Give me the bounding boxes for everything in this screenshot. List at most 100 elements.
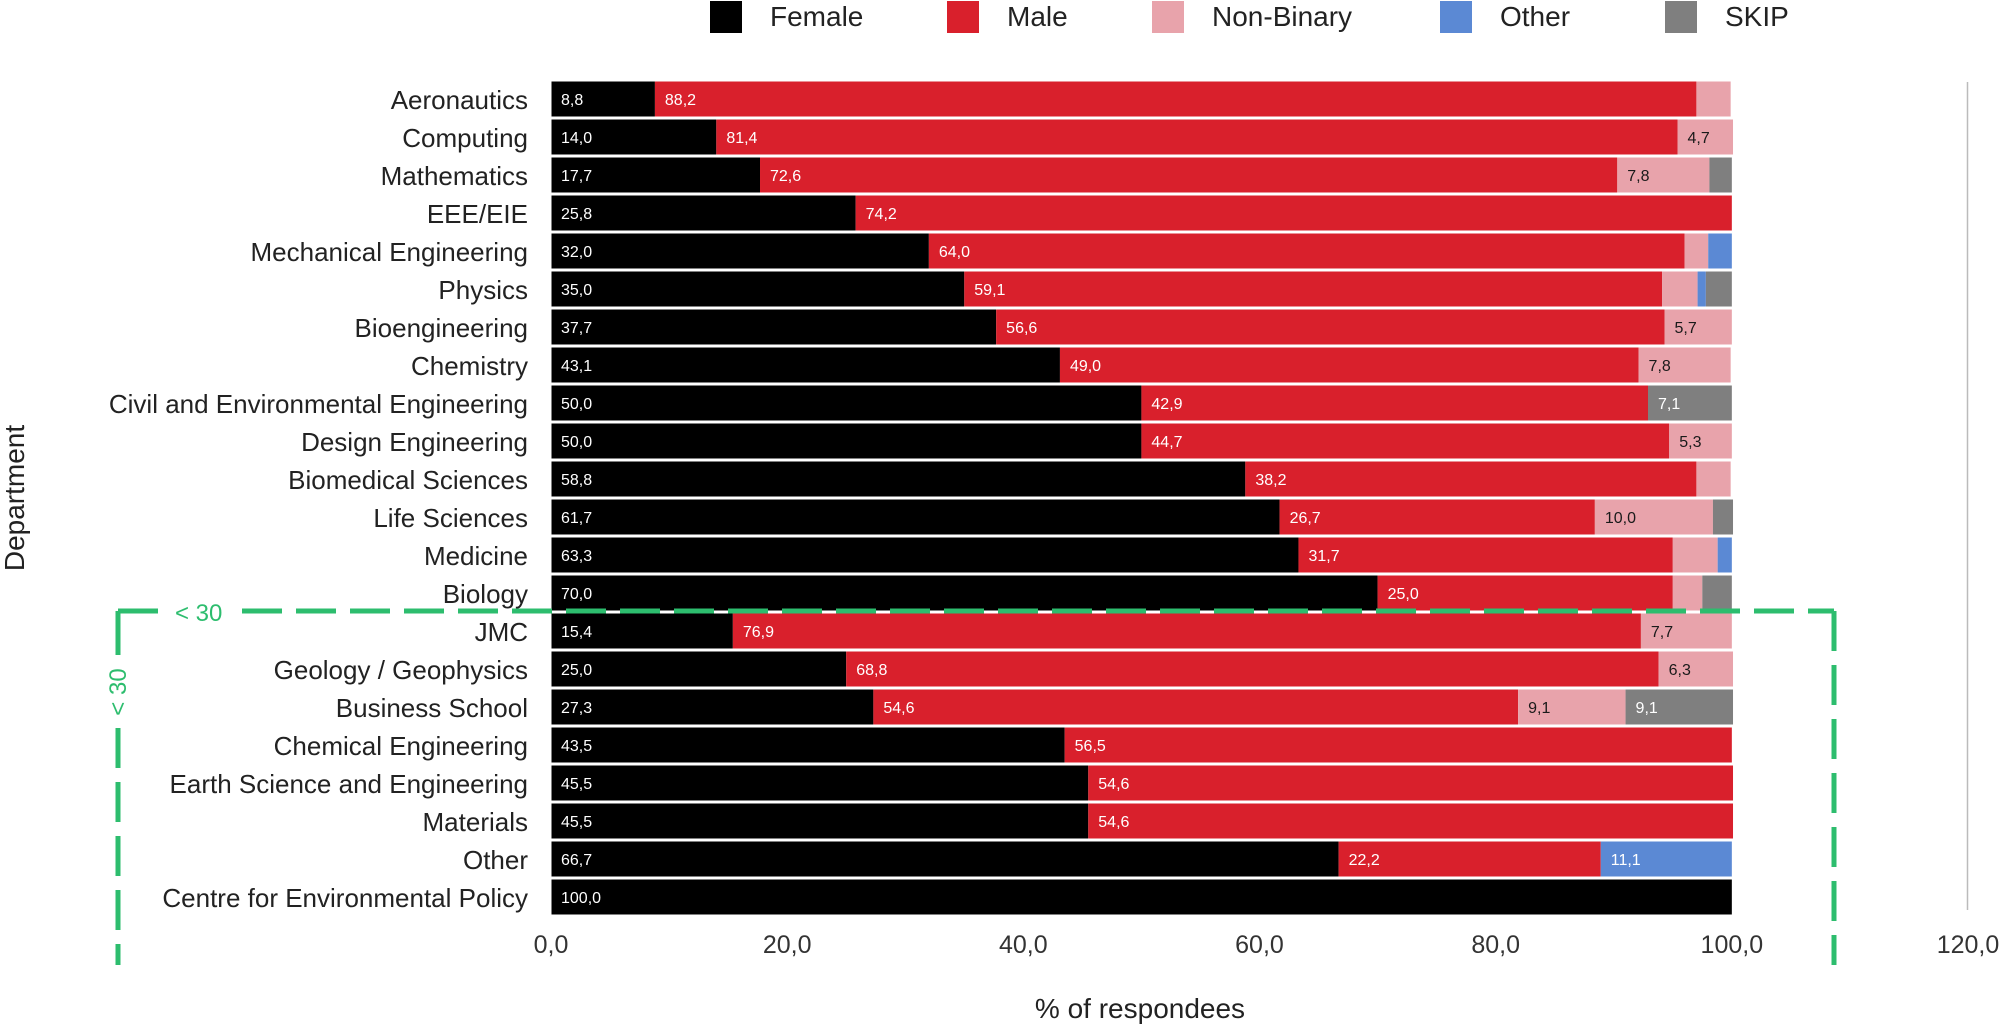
bar-non-binary-mechanical-engineering[interactable] [1684, 233, 1709, 269]
bar-female-jmc[interactable] [551, 613, 733, 649]
legend-swatch-non-binary [1152, 1, 1184, 33]
bar-male-geology-geophysics[interactable] [846, 651, 1659, 687]
bar-female-eee-eie[interactable] [551, 195, 856, 231]
bar-male-bioengineering[interactable] [996, 309, 1665, 345]
bar-male-eee-eie[interactable] [855, 195, 1732, 231]
data-label-female-life-sciences: 61,7 [561, 510, 592, 527]
data-label-female-design-engineering: 50,0 [561, 434, 592, 451]
bar-female-other[interactable] [551, 841, 1339, 877]
bar-non-binary-biology[interactable] [1672, 575, 1703, 611]
bar-female-centre-for-environmental-policy[interactable] [551, 879, 1732, 915]
x-tick-label: 60,0 [1235, 931, 1284, 959]
bar-non-binary-jmc[interactable] [1640, 613, 1732, 649]
legend-item-skip[interactable]: SKIP [1665, 0, 1789, 34]
bar-male-earth-science-and-engineering[interactable] [1088, 765, 1734, 801]
data-label-female-bioengineering: 37,7 [561, 320, 592, 337]
bar-male-medicine[interactable] [1298, 537, 1673, 573]
legend-item-female[interactable]: Female [710, 0, 863, 34]
bar-skip-life-sciences[interactable] [1712, 499, 1734, 535]
data-label-male-bioengineering: 56,6 [1006, 320, 1037, 337]
bar-non-binary-design-engineering[interactable] [1669, 423, 1732, 459]
bar-non-binary-physics[interactable] [1662, 271, 1698, 307]
data-label-female-earth-science-and-engineering: 45,5 [561, 776, 592, 793]
bar-non-binary-chemistry[interactable] [1638, 347, 1731, 383]
bar-skip-business-school[interactable] [1625, 689, 1734, 725]
data-label-female-medicine: 63,3 [561, 548, 592, 565]
bar-female-mechanical-engineering[interactable] [551, 233, 929, 269]
category-label-geology-geophysics: Geology / Geophysics [274, 655, 528, 685]
bar-female-life-sciences[interactable] [551, 499, 1280, 535]
bar-skip-mathematics[interactable] [1709, 157, 1732, 193]
data-label-female-other: 66,7 [561, 852, 592, 869]
bar-male-chemistry[interactable] [1059, 347, 1639, 383]
bar-male-life-sciences[interactable] [1279, 499, 1595, 535]
x-tick-label: 100,0 [1701, 931, 1764, 959]
bar-female-civil-and-environmental-engineering[interactable] [551, 385, 1142, 421]
bar-male-mathematics[interactable] [760, 157, 1618, 193]
bar-female-chemistry[interactable] [551, 347, 1060, 383]
category-label-design-engineering: Design Engineering [301, 427, 528, 457]
bar-non-binary-medicine[interactable] [1672, 537, 1718, 573]
bar-male-aeronautics[interactable] [654, 81, 1697, 117]
legend-item-non-binary[interactable]: Non-Binary [1152, 0, 1352, 34]
data-label-female-eee-eie: 25,8 [561, 206, 592, 223]
bar-female-mathematics[interactable] [551, 157, 761, 193]
bar-male-business-school[interactable] [873, 689, 1519, 725]
bar-non-binary-life-sciences[interactable] [1594, 499, 1713, 535]
bar-female-biomedical-sciences[interactable] [551, 461, 1246, 497]
bar-male-computing[interactable] [716, 119, 1678, 155]
data-label-male-aeronautics: 88,2 [665, 92, 696, 109]
bar-skip-physics[interactable] [1705, 271, 1732, 307]
x-tick-label: 0,0 [534, 931, 569, 959]
bar-female-earth-science-and-engineering[interactable] [551, 765, 1089, 801]
data-label-non-binary-computing: 4,7 [1688, 130, 1710, 147]
bar-female-bioengineering[interactable] [551, 309, 997, 345]
bar-non-binary-mathematics[interactable] [1617, 157, 1710, 193]
legend-item-male[interactable]: Male [947, 0, 1068, 34]
bar-male-design-engineering[interactable] [1141, 423, 1670, 459]
legend-swatch-female [710, 1, 742, 33]
legend-item-other[interactable]: Other [1440, 0, 1570, 34]
bar-male-biomedical-sciences[interactable] [1245, 461, 1697, 497]
bar-female-biology[interactable] [551, 575, 1378, 611]
bar-skip-biology[interactable] [1702, 575, 1732, 611]
bar-female-computing[interactable] [551, 119, 717, 155]
bar-male-other[interactable] [1338, 841, 1601, 877]
bar-other-other[interactable] [1600, 841, 1732, 877]
category-label-life-sciences: Life Sciences [373, 503, 528, 533]
data-label-female-mathematics: 17,7 [561, 168, 592, 185]
bar-male-jmc[interactable] [732, 613, 1641, 649]
bar-female-design-engineering[interactable] [551, 423, 1142, 459]
category-label-chemistry: Chemistry [411, 351, 528, 381]
bar-non-binary-aeronautics[interactable] [1696, 81, 1731, 117]
bar-male-materials[interactable] [1088, 803, 1734, 839]
x-tick-label: 120,0 [1937, 931, 2000, 959]
bar-non-binary-computing[interactable] [1677, 119, 1734, 155]
data-label-male-earth-science-and-engineering: 54,6 [1098, 776, 1129, 793]
bar-skip-civil-and-environmental-engineering[interactable] [1647, 385, 1732, 421]
x-tick-label: 80,0 [1471, 931, 1520, 959]
bar-female-physics[interactable] [551, 271, 965, 307]
bar-female-materials[interactable] [551, 803, 1089, 839]
bar-non-binary-biomedical-sciences[interactable] [1696, 461, 1731, 497]
bar-male-mechanical-engineering[interactable] [928, 233, 1685, 269]
bar-female-aeronautics[interactable] [551, 81, 655, 117]
category-label-bioengineering: Bioengineering [355, 313, 528, 343]
bar-male-civil-and-environmental-engineering[interactable] [1141, 385, 1648, 421]
data-label-female-biomedical-sciences: 58,8 [561, 472, 592, 489]
bar-male-biology[interactable] [1377, 575, 1673, 611]
bar-other-mechanical-engineering[interactable] [1708, 233, 1732, 269]
bar-female-chemical-engineering[interactable] [551, 727, 1065, 763]
bar-other-physics[interactable] [1697, 271, 1706, 307]
bar-non-binary-business-school[interactable] [1518, 689, 1626, 725]
bar-female-geology-geophysics[interactable] [551, 651, 847, 687]
bar-non-binary-geology-geophysics[interactable] [1658, 651, 1734, 687]
bar-female-business-school[interactable] [551, 689, 874, 725]
category-label-centre-for-environmental-policy: Centre for Environmental Policy [162, 883, 528, 913]
bar-other-medicine[interactable] [1717, 537, 1732, 573]
bar-non-binary-bioengineering[interactable] [1664, 309, 1732, 345]
bar-male-physics[interactable] [964, 271, 1663, 307]
bar-male-chemical-engineering[interactable] [1064, 727, 1732, 763]
category-label-physics: Physics [438, 275, 528, 305]
bar-female-medicine[interactable] [551, 537, 1299, 573]
